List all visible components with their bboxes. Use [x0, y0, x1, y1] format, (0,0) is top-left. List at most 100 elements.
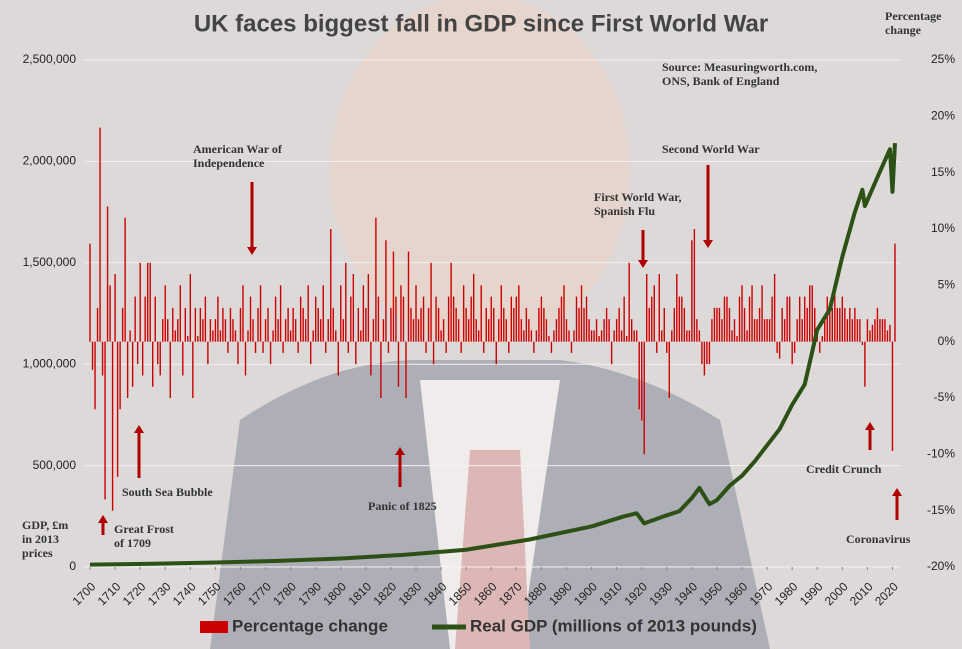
bar — [829, 307, 831, 342]
bar — [653, 285, 655, 342]
bar — [289, 330, 292, 342]
y2-tick-label: 20% — [931, 109, 955, 123]
bar — [648, 307, 650, 342]
bar — [412, 319, 415, 342]
bar — [452, 296, 455, 342]
bar — [234, 330, 237, 342]
bar — [641, 341, 643, 421]
bar — [365, 307, 367, 342]
bar — [683, 307, 686, 342]
arrow-head — [395, 447, 405, 455]
bar — [229, 307, 232, 342]
label: First World War, Spanish Flu — [594, 190, 681, 218]
bar — [470, 296, 472, 342]
background-shape — [455, 450, 530, 649]
bar — [748, 296, 751, 342]
bar — [297, 341, 299, 353]
label: Second World War — [662, 142, 760, 156]
bar — [372, 319, 375, 342]
bar — [467, 319, 470, 342]
arrow-head — [865, 422, 875, 430]
bar — [377, 296, 380, 342]
bar — [212, 330, 214, 342]
bar — [791, 341, 793, 365]
bar — [731, 330, 733, 342]
bar — [410, 307, 412, 342]
bar — [733, 319, 736, 342]
bar — [681, 296, 683, 342]
bar — [493, 307, 495, 342]
label-line: First World War, — [594, 190, 681, 204]
arrow-head — [247, 247, 257, 255]
label-line: Panic of 1825 — [368, 499, 437, 513]
bar — [184, 307, 187, 342]
bar — [706, 341, 708, 365]
bar — [462, 285, 465, 342]
label: Credit Crunch — [806, 462, 882, 476]
label-line: Spanish Flu — [594, 204, 655, 218]
y-tick-label: 2,500,000 — [23, 52, 77, 66]
bar — [417, 319, 420, 342]
bar — [342, 319, 344, 342]
bar — [437, 307, 440, 342]
bar — [573, 330, 575, 342]
label-line: ONS, Bank of England — [662, 74, 780, 88]
bar — [114, 274, 116, 342]
bar — [663, 307, 665, 342]
bar — [580, 285, 583, 342]
bar — [146, 262, 149, 342]
bar — [583, 307, 585, 342]
label-line: change — [885, 23, 922, 37]
y-tick-label: 500,000 — [33, 458, 77, 472]
bar — [861, 341, 864, 346]
bar — [635, 330, 638, 342]
bar — [380, 341, 382, 398]
bar — [605, 307, 608, 342]
bar — [839, 307, 841, 342]
bar — [625, 336, 628, 342]
y-tick-label: 1,500,000 — [23, 255, 77, 269]
bar — [781, 307, 783, 342]
bar — [658, 274, 660, 342]
label-line: American War of — [193, 142, 283, 156]
bar — [628, 262, 630, 342]
bar — [335, 330, 337, 342]
bar — [272, 330, 274, 342]
bar — [766, 319, 768, 342]
bar — [269, 341, 272, 365]
bar — [480, 285, 482, 342]
bar — [668, 341, 670, 398]
bar — [786, 296, 788, 342]
bar — [510, 296, 513, 342]
bar — [661, 330, 663, 342]
bar — [126, 341, 129, 398]
bar — [778, 341, 781, 359]
bar — [691, 240, 693, 342]
bar — [560, 296, 563, 342]
bar — [435, 296, 437, 342]
label-line: Coronavirus — [846, 532, 911, 546]
bar — [370, 341, 372, 376]
legend-label: Real GDP (millions of 2013 pounds) — [470, 616, 757, 635]
legend-swatch — [200, 621, 228, 633]
label: American War of Independence — [193, 142, 283, 170]
bar — [387, 341, 390, 353]
label: Great Frost of 1709 — [114, 522, 174, 550]
bar — [430, 262, 432, 342]
bar — [613, 330, 615, 342]
arrow-head — [638, 260, 648, 268]
bar — [568, 330, 570, 342]
bar — [425, 341, 427, 353]
bar — [445, 341, 447, 353]
y2-tick-label: 5% — [938, 278, 956, 292]
bar — [686, 330, 688, 342]
bar — [154, 296, 156, 342]
bar — [139, 262, 141, 342]
bar — [214, 319, 217, 342]
bar — [390, 307, 392, 342]
bar — [309, 341, 312, 365]
y2-tick-label: -10% — [927, 447, 955, 461]
bar — [304, 319, 307, 342]
bar — [239, 307, 242, 342]
bar — [189, 274, 192, 342]
